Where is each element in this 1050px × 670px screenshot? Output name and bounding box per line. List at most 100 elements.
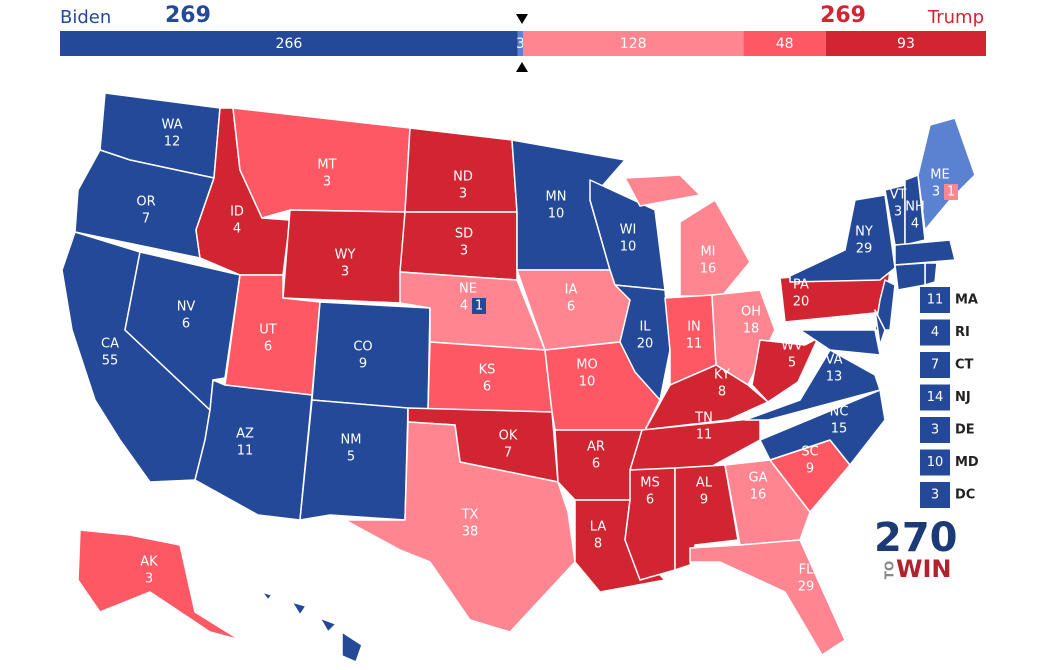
state-votes: 6 — [592, 457, 600, 472]
state-votes: 6 — [567, 300, 575, 315]
state-votes: 3 — [894, 205, 902, 220]
state-votes: 3 — [145, 572, 153, 587]
state-votes: 6 — [483, 380, 491, 395]
state-votes: 3 — [341, 265, 349, 280]
segment-label: 128 — [620, 36, 647, 52]
small-state-abbr: CT — [955, 358, 974, 373]
state-abbr: GA — [749, 471, 768, 486]
state-votes: 11 — [237, 444, 254, 459]
bar-segment — [60, 31, 518, 56]
state-abbr: WV — [781, 339, 803, 354]
state-votes: 20 — [793, 295, 810, 310]
state-votes: 3 — [932, 185, 940, 200]
state-abbr: FL — [799, 563, 814, 578]
state-votes: 18 — [743, 322, 760, 337]
split-votes: 1 — [475, 299, 483, 314]
state-abbr: KS — [479, 363, 496, 378]
small-state-box — [920, 352, 950, 378]
state-votes: 6 — [182, 317, 190, 332]
left-name: Biden — [60, 7, 111, 28]
small-state-votes: 3 — [931, 423, 939, 438]
state-abbr: IA — [565, 283, 578, 298]
segment-label: 266 — [276, 36, 303, 52]
state-abbr: ID — [230, 205, 244, 220]
bar-segment — [825, 31, 986, 56]
state-abbr: AR — [587, 440, 605, 455]
segment-label: 48 — [776, 36, 794, 52]
logo-to: TO — [883, 561, 897, 579]
bar-segment — [743, 31, 826, 56]
state-votes: 12 — [164, 135, 181, 150]
state — [724, 459, 811, 546]
small-state-box — [920, 449, 950, 476]
state-abbr: NM — [341, 433, 362, 448]
state — [194, 379, 313, 521]
state-votes: 10 — [548, 207, 565, 222]
logo-number: 270 — [874, 515, 958, 561]
state — [399, 211, 518, 281]
state — [341, 631, 363, 663]
split-box — [472, 298, 486, 314]
small-state-abbr: RI — [955, 325, 970, 340]
state-abbr: TX — [461, 508, 479, 523]
state-abbr: SD — [455, 227, 473, 242]
logo-win: WIN — [896, 555, 952, 583]
state — [917, 117, 976, 231]
bar-segment — [523, 31, 744, 56]
state-abbr: CA — [101, 337, 119, 352]
state-abbr: WA — [161, 118, 182, 133]
state — [299, 399, 409, 521]
state-abbr: PA — [793, 278, 809, 293]
small-state-abbr: MA — [955, 293, 978, 308]
state-abbr: NH — [905, 200, 925, 215]
state-abbr: AZ — [236, 427, 254, 442]
state-abbr: ME — [930, 168, 949, 183]
small-state-votes: 11 — [927, 293, 944, 308]
state-votes: 9 — [359, 357, 367, 372]
split-votes: 1 — [947, 185, 955, 200]
state-votes: 9 — [700, 493, 708, 508]
state — [319, 617, 337, 633]
state-abbr: VA — [826, 353, 843, 368]
state-votes: 8 — [718, 385, 726, 400]
state-votes: 13 — [826, 370, 843, 385]
state-abbr: MI — [700, 245, 715, 260]
state-abbr: AL — [696, 476, 713, 491]
state-votes: 38 — [462, 525, 479, 540]
state-abbr: OR — [136, 195, 155, 210]
state-votes: 3 — [459, 187, 467, 202]
state-abbr: LA — [590, 520, 607, 535]
segment-label: 3 — [516, 36, 525, 52]
small-state-box — [920, 384, 950, 411]
small-state-votes: 14 — [927, 390, 944, 405]
small-state-box — [920, 319, 950, 346]
state — [261, 591, 273, 601]
state-abbr: MS — [640, 476, 659, 491]
right-name: Trump — [927, 7, 984, 28]
small-state-votes: 4 — [931, 325, 939, 340]
state-abbr: NV — [177, 300, 196, 315]
state — [894, 239, 956, 266]
state — [291, 601, 307, 616]
state-votes: 55 — [102, 354, 119, 369]
state-votes: 5 — [347, 450, 355, 465]
state-votes: 7 — [504, 446, 512, 461]
state-abbr: MT — [317, 158, 336, 173]
state-votes: 7 — [142, 212, 150, 227]
state-abbr: NC — [830, 405, 849, 420]
state — [799, 329, 881, 356]
small-state-abbr: DE — [955, 423, 975, 438]
small-state-box — [920, 482, 950, 508]
state — [744, 349, 881, 421]
small-state-abbr: MD — [955, 455, 979, 470]
small-state-abbr: DC — [955, 488, 975, 503]
state — [311, 301, 431, 411]
state-votes: 11 — [686, 337, 703, 352]
state-votes: 4 — [460, 299, 468, 314]
state-abbr: KY — [714, 368, 730, 383]
state-votes: 4 — [233, 222, 241, 237]
state-abbr: VT — [890, 188, 907, 203]
state-abbr: IL — [639, 320, 651, 335]
bar-segment — [517, 31, 523, 56]
state — [874, 309, 886, 346]
